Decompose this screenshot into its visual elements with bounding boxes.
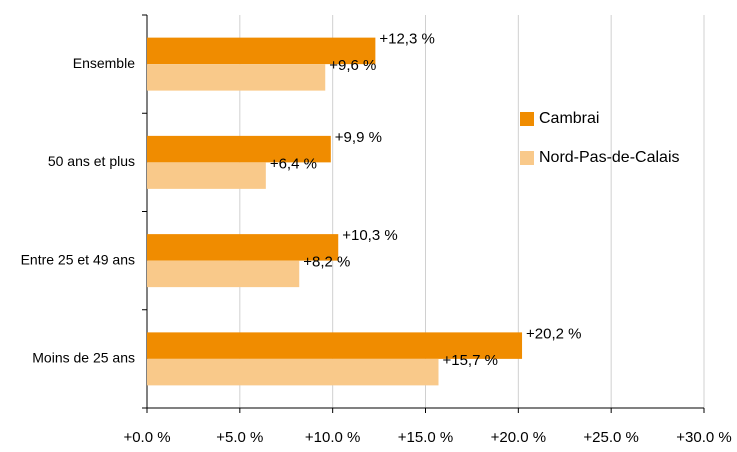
value-label: +8,2 % [303,254,350,271]
x-tick-label: +10.0 % [305,429,360,446]
bar [147,260,300,288]
x-tick-label: +20.0 % [491,429,546,446]
legend-label: Nord-Pas-de-Calais [539,149,680,166]
y-tick-label: Ensemble [73,55,135,71]
legend-swatch [520,112,534,126]
x-tick-label: +30.0 % [676,429,731,446]
value-label: +15,7 % [442,352,497,369]
bar [147,37,376,65]
legend-label: Cambrai [539,110,599,127]
value-label: +9,9 % [335,129,382,146]
value-label: +6,4 % [270,155,317,172]
bar [147,332,523,359]
y-tick-label: Entre 25 et 49 ans [21,251,135,267]
bar [147,64,326,91]
bar [147,358,439,386]
x-tick-label: +15.0 % [398,429,453,446]
bar [147,162,266,189]
x-tick-label: +25.0 % [583,429,638,446]
y-tick-label: Moins de 25 ans [32,350,135,366]
bar [147,234,339,261]
bar [147,135,331,163]
value-label: +12,3 % [379,31,434,48]
legend-swatch [520,151,534,165]
y-tick-label: 50 ans et plus [48,153,135,169]
x-tick-label: +0.0 % [123,429,170,446]
value-label: +9,6 % [329,57,376,74]
x-tick-label: +5.0 % [216,429,263,446]
value-label: +10,3 % [342,227,397,244]
value-label: +20,2 % [526,325,581,342]
